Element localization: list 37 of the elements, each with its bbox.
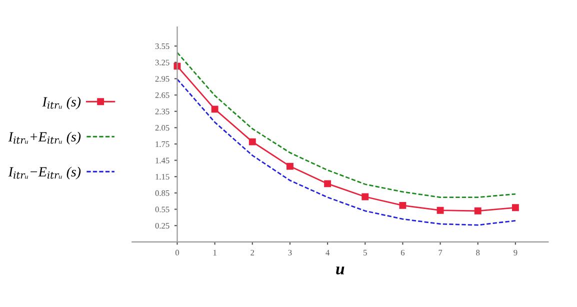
y-tick-label: 0.55 <box>155 206 170 212</box>
y-tick-label: 1.75 <box>156 141 170 147</box>
y-tick-label: 0.25 <box>155 222 170 229</box>
legend-label: I$_{itrᵤ}$ (s) <box>42 96 81 110</box>
point <box>399 202 406 209</box>
line-series <box>176 78 516 226</box>
x-tick-label: 5 <box>364 250 367 256</box>
legend-label: I$_{itrᵤ}$−E$_{itrᵤ}$ (s) <box>8 166 81 180</box>
point <box>248 138 256 146</box>
x-tick-label: 7 <box>438 250 442 256</box>
line-series <box>176 52 516 198</box>
point <box>436 206 444 214</box>
point <box>211 106 218 113</box>
y-tick-label: 1.15 <box>156 174 170 180</box>
point <box>474 207 482 214</box>
x-tick-label: 3 <box>288 250 292 256</box>
x-tick-label: 0 <box>175 250 179 256</box>
x-tick-label: 4 <box>326 250 330 256</box>
y-tick-label: 1.45 <box>156 158 170 164</box>
x-tick-label: 9 <box>514 250 518 256</box>
x-tick-label: 1 <box>213 250 216 256</box>
legend-label: I$_{itrᵤ}$+E$_{itrᵤ}$ (s) <box>8 132 81 144</box>
y-tick-label: 2.35 <box>155 108 170 114</box>
y-tick-label: 0.85 <box>155 190 170 196</box>
point <box>286 162 294 170</box>
x-tick-label: 6 <box>400 250 405 256</box>
point <box>512 204 519 212</box>
point <box>362 193 369 200</box>
x-axis-title: u <box>336 266 344 274</box>
x-tick-label: 2 <box>250 250 254 256</box>
x-tick-label: 8 <box>476 250 480 256</box>
point <box>324 180 332 188</box>
y-tick-label: 3.25 <box>155 60 170 66</box>
y-tick-label: 2.65 <box>155 92 170 98</box>
y-tick-label: 2.05 <box>155 125 170 131</box>
y-tick-label: 2.95 <box>155 76 170 82</box>
y-tick-label: 3.55 <box>155 43 170 50</box>
